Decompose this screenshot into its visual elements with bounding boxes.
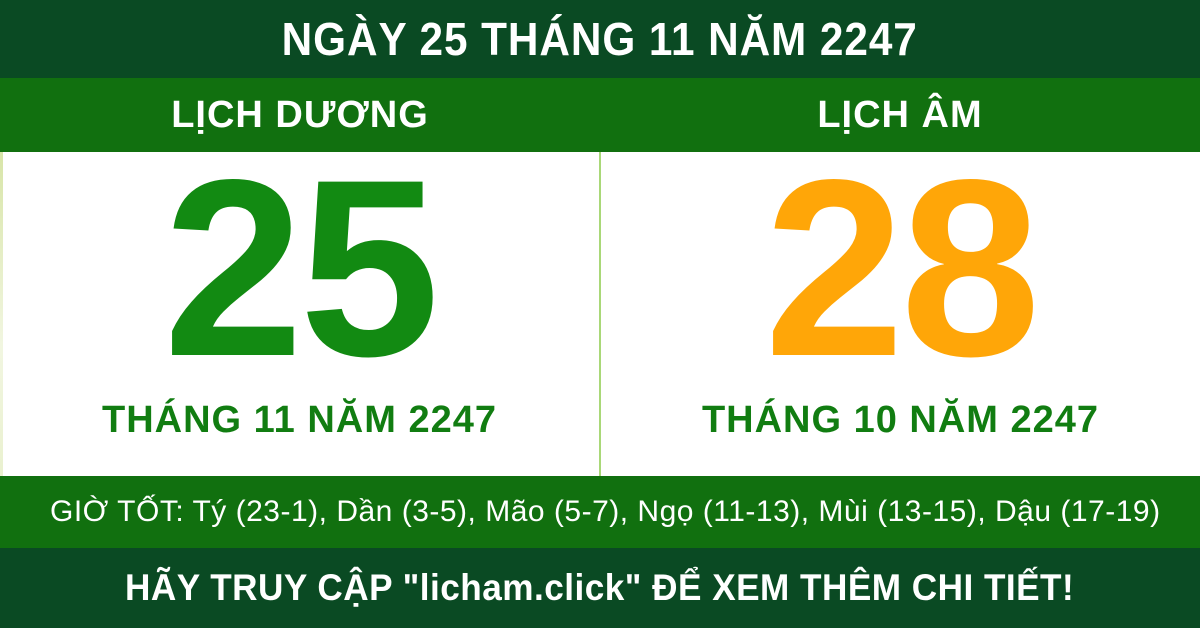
calendar-panels: 25 THÁNG 11 NĂM 2247 28 THÁNG 10 NĂM 224… xyxy=(0,143,1200,476)
calendar-type-bar: LỊCH DƯƠNG LỊCH ÂM xyxy=(0,78,1200,152)
lunar-calendar-label: LỊCH ÂM xyxy=(817,93,983,136)
lunar-month-year: THÁNG 10 NĂM 2247 xyxy=(701,398,1100,441)
footer-cta-bar: HÃY TRUY CẬP "licham.click" ĐỂ XEM THÊM … xyxy=(0,548,1200,628)
footer-cta-text: HÃY TRUY CẬP "licham.click" ĐỂ XEM THÊM … xyxy=(125,567,1075,608)
date-header-bar: NGÀY 25 THÁNG 11 NĂM 2247 xyxy=(0,0,1200,78)
page-title: NGÀY 25 THÁNG 11 NĂM 2247 xyxy=(281,13,919,65)
left-edge-decoration xyxy=(0,152,3,476)
good-hours-text: GIỜ TỐT: Tý (23-1), Dần (3-5), Mão (5-7)… xyxy=(50,495,1161,528)
solar-day-number: 25 xyxy=(163,128,439,409)
solar-month-year: THÁNG 11 NĂM 2247 xyxy=(101,398,497,441)
solar-calendar-label: LỊCH DƯƠNG xyxy=(171,93,429,136)
lunar-day-number: 28 xyxy=(764,128,1040,409)
solar-panel: 25 THÁNG 11 NĂM 2247 xyxy=(0,143,599,476)
good-hours-bar: GIỜ TỐT: Tý (23-1), Dần (3-5), Mão (5-7)… xyxy=(0,476,1200,548)
vertical-divider xyxy=(599,152,601,476)
lunar-panel: 28 THÁNG 10 NĂM 2247 xyxy=(601,143,1200,476)
